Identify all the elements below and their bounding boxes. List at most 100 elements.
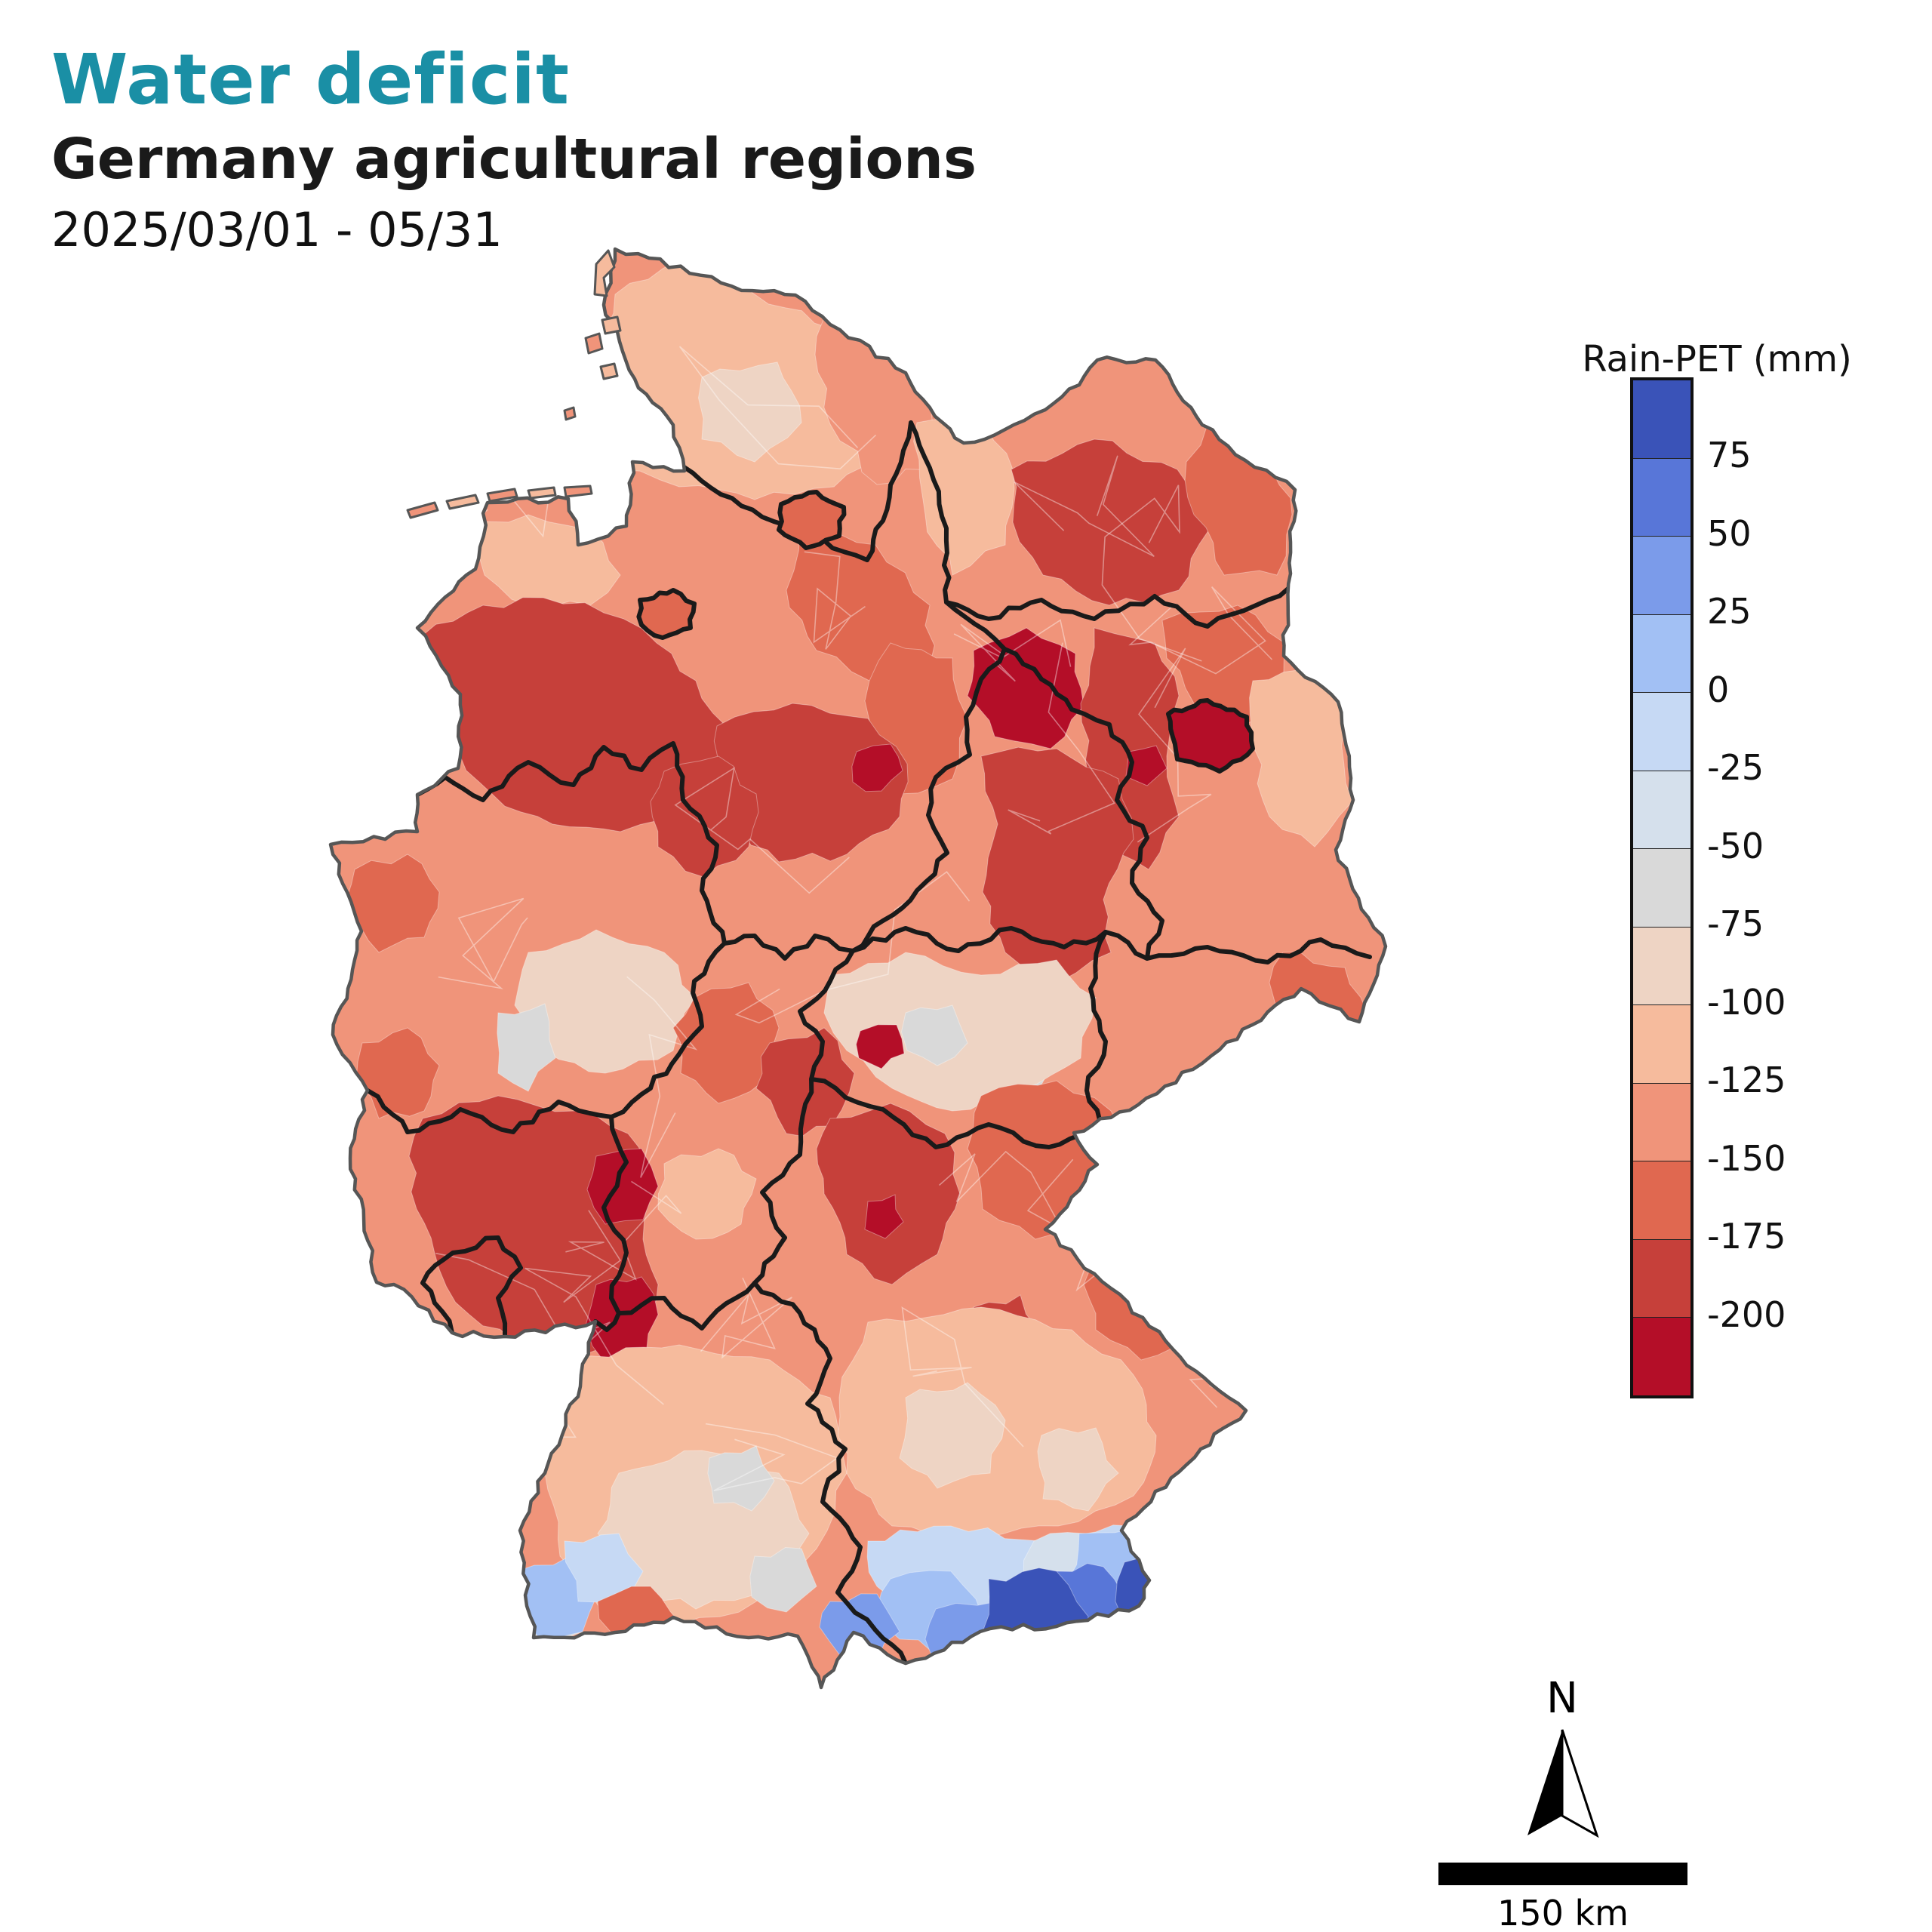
region-thueringen-gray xyxy=(900,1004,968,1066)
island xyxy=(406,501,439,519)
legend-tick: -50 xyxy=(1707,825,1764,866)
state-border xyxy=(365,1088,614,1134)
island xyxy=(599,362,619,380)
state-border xyxy=(1002,647,1164,961)
germany-outline xyxy=(328,247,1388,1690)
scalebar-label: 150 km xyxy=(1497,1893,1629,1932)
legend-color-segment xyxy=(1633,1239,1690,1318)
island xyxy=(601,315,622,335)
legend-tick: 75 xyxy=(1707,435,1752,476)
island xyxy=(486,488,518,503)
region-mv-center-dark xyxy=(1011,438,1210,606)
legend-title: Rain-PET (mm) xyxy=(1582,338,1852,380)
legend-color-segment xyxy=(1633,1083,1690,1162)
region-rheinmain-light xyxy=(657,1148,757,1240)
state-border xyxy=(1145,937,1372,964)
subregion-border-line xyxy=(1014,455,1155,558)
island xyxy=(563,485,593,498)
legend-tick: -100 xyxy=(1707,981,1786,1023)
city-state-hamburg xyxy=(777,490,847,550)
region-sh-pale-center xyxy=(697,361,802,463)
legend-color-segment xyxy=(1633,1318,1690,1395)
north-label: N xyxy=(1546,1674,1578,1723)
region-wuerzburg-crimson xyxy=(864,1194,904,1239)
legend-tick: -75 xyxy=(1707,903,1764,945)
subregion-border-line xyxy=(1075,1177,1281,1297)
legend-color-segment xyxy=(1633,614,1690,694)
region-nrw-gray xyxy=(497,1003,556,1092)
subregion-border-line xyxy=(1208,1266,1351,1416)
state-border xyxy=(609,941,727,1119)
island xyxy=(584,332,604,355)
legend-color-segment xyxy=(1633,849,1690,928)
subregion-border-line xyxy=(438,897,528,989)
region-franken-dark xyxy=(816,1103,961,1285)
region-bw-gray-2 xyxy=(749,1546,817,1613)
subregion-border-line xyxy=(705,1423,839,1491)
region-bayern-mid-pale-1 xyxy=(899,1382,1006,1489)
legend-color-segment xyxy=(1633,380,1690,459)
scale-bar xyxy=(1438,1863,1687,1885)
state-border xyxy=(593,1311,621,1332)
state-border xyxy=(752,1077,814,1285)
region-sachsen-anhalt-south xyxy=(980,746,1134,983)
region-bw-gray-1 xyxy=(707,1445,775,1512)
state-border xyxy=(865,420,913,562)
state-border xyxy=(681,464,869,562)
subregion-border-line xyxy=(1128,586,1273,675)
subregion-border-line xyxy=(734,871,971,1024)
legend-tick: 0 xyxy=(1707,669,1730,710)
state-borders-layer xyxy=(365,420,1372,1666)
subregion-border-line xyxy=(804,551,866,650)
legend-tick: 50 xyxy=(1707,512,1752,554)
island xyxy=(563,406,577,421)
city-state-bremen xyxy=(636,588,697,640)
subregion-border-line xyxy=(1155,1586,1289,1687)
state-border xyxy=(1084,930,1108,1134)
legend-colorbar xyxy=(1630,377,1694,1398)
state-border xyxy=(752,1281,908,1666)
page-title: Water deficit xyxy=(51,39,570,120)
legend-tick-labels: 75 50 25 0 -25 -50 -75 -100 -125 -150 -175 -200 xyxy=(1707,377,1888,1392)
city-state-berlin xyxy=(1166,698,1255,774)
island xyxy=(445,494,480,510)
subregion-border-line xyxy=(1137,648,1212,843)
region-nrw-owl-dark xyxy=(650,755,759,878)
subregion-border-line xyxy=(700,1277,792,1359)
footer: WEENAT METEO VISI◇N Data from Meteo Visi… xyxy=(0,1781,1932,1932)
state-border xyxy=(617,1281,757,1331)
legend-tick: -125 xyxy=(1707,1060,1786,1101)
state-border xyxy=(722,934,855,961)
state-border xyxy=(601,1115,629,1315)
island xyxy=(527,486,557,500)
legend-tick: 25 xyxy=(1707,591,1752,632)
page-subtitle: Germany agricultural regions xyxy=(51,127,977,192)
legend-color-segment xyxy=(1633,927,1690,1006)
legend-tick: -25 xyxy=(1707,747,1764,789)
north-arrow-right-half xyxy=(1561,1729,1599,1838)
map-regions-layer xyxy=(331,249,1386,1687)
state-border xyxy=(1103,930,1149,961)
legend-color-segment xyxy=(1633,537,1690,615)
legend-color-segment xyxy=(1633,771,1690,850)
region-wolfsburg-crimson xyxy=(851,743,903,792)
north-arrow-icon xyxy=(1527,1729,1599,1838)
region-berchtesgaden-navy xyxy=(1115,1554,1187,1647)
region-werra-crimson xyxy=(855,1024,905,1069)
legend-color-segment xyxy=(1633,1161,1690,1240)
state-border xyxy=(809,1077,1104,1149)
north-arrow-left-half xyxy=(1527,1730,1562,1835)
state-border xyxy=(909,420,1317,629)
island xyxy=(593,249,616,297)
legend-color-segment xyxy=(1633,1005,1690,1084)
state-border xyxy=(851,926,1108,953)
legend-color-segment xyxy=(1633,693,1690,771)
legend-tick: -200 xyxy=(1707,1294,1786,1335)
subregion-border-line xyxy=(626,976,698,1178)
state-border xyxy=(798,949,855,1081)
subregion-border-line xyxy=(901,1306,1024,1447)
legend-color-segment xyxy=(1633,458,1690,537)
region-bayern-mid-pale-2 xyxy=(1037,1427,1119,1512)
